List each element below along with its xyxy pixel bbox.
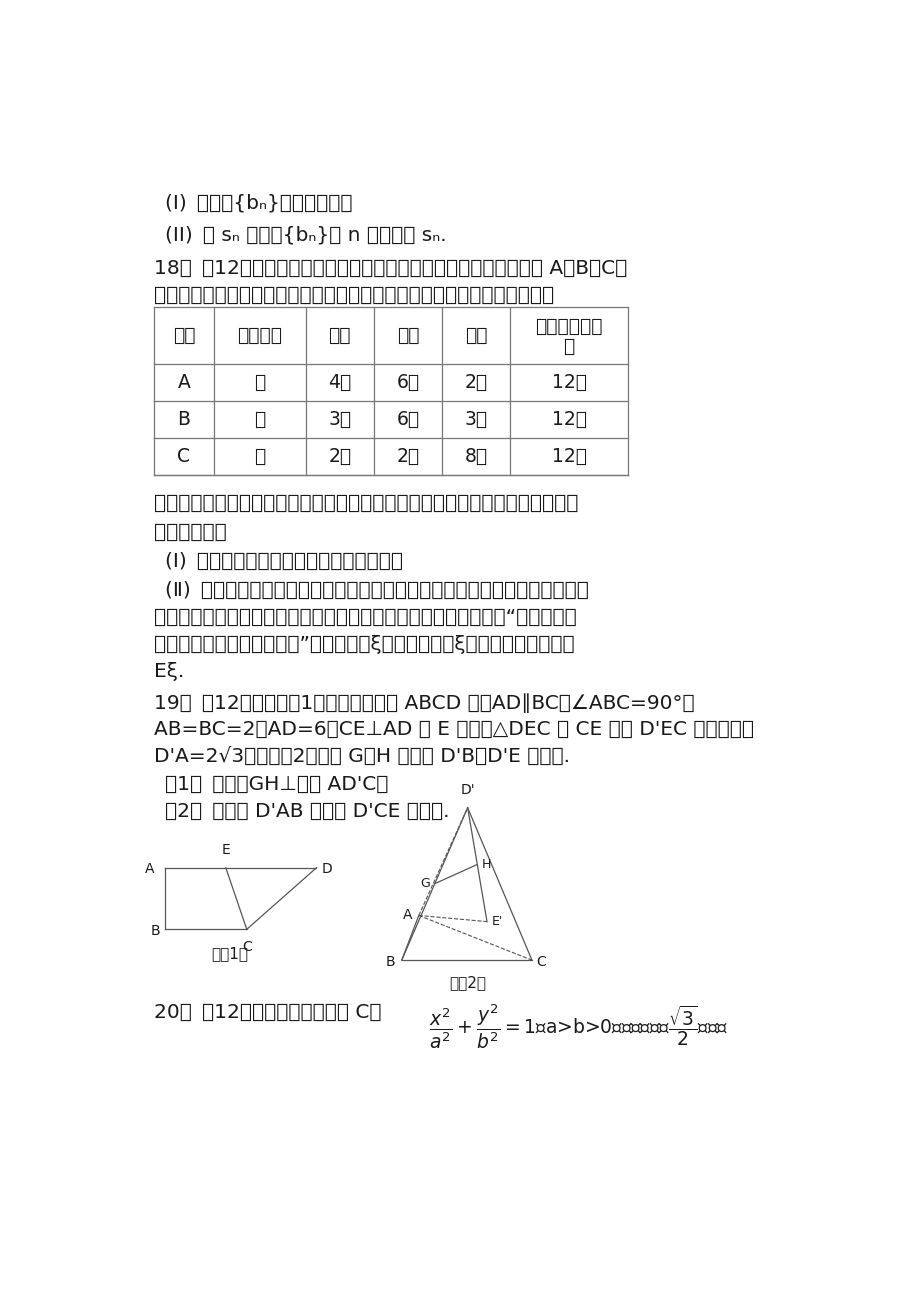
Text: 8次: 8次 [464,447,487,466]
Text: (II) 设 sₙ 是数列{bₙ}前 n 项和，求 sₙ.: (II) 设 sₙ 是数列{bₙ}前 n 项和，求 sₙ. [165,225,447,245]
Text: 19． （12分）如图《1》：在直角梯形 ABCD 中，AD∥BC，∠ABC=90°，: 19． （12分）如图《1》：在直角梯形 ABCD 中，AD∥BC，∠ABC=9… [153,693,694,712]
Text: 图〈2〉: 图〈2〉 [448,975,485,991]
Text: 假定对甲、乙、丙三地实施的人工降雨彼此互不影响，请你根据人工降雨模拟试: 假定对甲、乙、丙三地实施的人工降雨彼此互不影响，请你根据人工降雨模拟试 [153,495,577,513]
Text: 20． （12分）如图，已知橢圆 C：: 20． （12分）如图，已知橢圆 C： [153,1003,380,1022]
Text: 大雨才达到理想状态，丙地只能是小雨或中雨即达到理想状态，记“甲、乙、丙: 大雨才达到理想状态，丙地只能是小雨或中雨即达到理想状态，记“甲、乙、丙 [153,608,576,628]
Text: 12次: 12次 [551,447,586,466]
Text: 中雨: 中雨 [396,326,419,345]
Text: AB=BC=2，AD=6，CE⊥AD 于 E 点，把△DEC 沿 CE 折到 D'EC 的位置，使: AB=BC=2，AD=6，CE⊥AD 于 E 点，把△DEC 沿 CE 折到 D… [153,720,753,738]
Text: (Ⅰ) 求甲、乙、丙三地都恰为中雨的概率；: (Ⅰ) 求甲、乙、丙三地都恰为中雨的概率； [165,552,403,572]
Text: B: B [385,954,395,969]
Text: 12次: 12次 [551,374,586,392]
Text: C: C [242,940,252,954]
Text: H: H [481,858,491,871]
Text: Eξ.: Eξ. [153,663,184,681]
Text: C: C [177,447,190,466]
Text: 2次: 2次 [396,447,419,466]
Text: 甲: 甲 [254,374,266,392]
Text: （1） 求证：GH⊥平面 AD'C；: （1） 求证：GH⊥平面 AD'C； [165,775,389,794]
Text: 18． （12分）某研究小组在电脑上进行人工降雨模拟试验，准备用 A、B、C三: 18． （12分）某研究小组在电脑上进行人工降雨模拟试验，准备用 A、B、C三 [153,259,627,277]
Text: 2次: 2次 [328,447,351,466]
Text: 2次: 2次 [464,374,487,392]
Text: 4次: 4次 [328,374,351,392]
Text: E': E' [491,915,503,928]
Text: 小雨: 小雨 [464,326,487,345]
Text: 方式: 方式 [173,326,195,345]
Text: 验的统计数据: 验的统计数据 [153,523,226,542]
Text: B: B [177,410,190,430]
Text: 三地中达到理想状态的个数”为随机变量ξ，求随机变量ξ的分布列和数学期望: 三地中达到理想状态的个数”为随机变量ξ，求随机变量ξ的分布列和数学期望 [153,635,573,654]
Text: G: G [419,878,429,891]
Text: A: A [403,909,412,922]
Text: （2） 求平面 D'AB 与平面 D'CE 的夹角.: （2） 求平面 D'AB 与平面 D'CE 的夹角. [165,802,449,822]
Text: E: E [221,842,230,857]
Text: 3次: 3次 [328,410,351,430]
Text: C: C [536,954,546,969]
Text: 图〈1〉: 图〈1〉 [210,947,247,961]
Text: 大雨: 大雨 [328,326,351,345]
Text: 12次: 12次 [551,410,586,430]
Text: 模拟实验总次: 模拟实验总次 [535,316,602,336]
Text: D': D' [460,783,474,797]
Text: D'A=2√3，如图《2》：若 G，H 分别为 D'B，D'E 的中点.: D'A=2√3，如图《2》：若 G，H 分别为 D'B，D'E 的中点. [153,747,569,766]
Text: $\dfrac{x^2}{a^2}+\dfrac{y^2}{b^2}=1$（a>b>0）的离心率为$\dfrac{\sqrt{3}}{2}$，以椭: $\dfrac{x^2}{a^2}+\dfrac{y^2}{b^2}=1$（a>… [428,1003,728,1051]
Text: 6次: 6次 [396,410,419,430]
Text: 种人工降雨方式分别对甲、乙、丙三地实施人工降雨，其试验数据统计如表: 种人工降雨方式分别对甲、乙、丙三地实施人工降雨，其试验数据统计如表 [153,285,553,305]
Text: 乙: 乙 [254,410,266,430]
Text: 6次: 6次 [396,374,419,392]
Text: D: D [321,862,332,876]
Text: 丙: 丙 [254,447,266,466]
Text: (Ⅱ) 考虑到旱情和水土流失，如果甲地恰需中雨即达到理想状态，乙地必须是: (Ⅱ) 考虑到旱情和水土流失，如果甲地恰需中雨即达到理想状态，乙地必须是 [165,581,588,600]
Text: B: B [151,924,161,937]
Text: 数: 数 [563,337,574,355]
Text: 3次: 3次 [464,410,487,430]
Text: 实施地点: 实施地点 [237,326,282,345]
Text: (I) 求数列{bₙ}的通项公式；: (I) 求数列{bₙ}的通项公式； [165,193,353,212]
Text: A: A [145,862,154,876]
Text: A: A [177,374,190,392]
